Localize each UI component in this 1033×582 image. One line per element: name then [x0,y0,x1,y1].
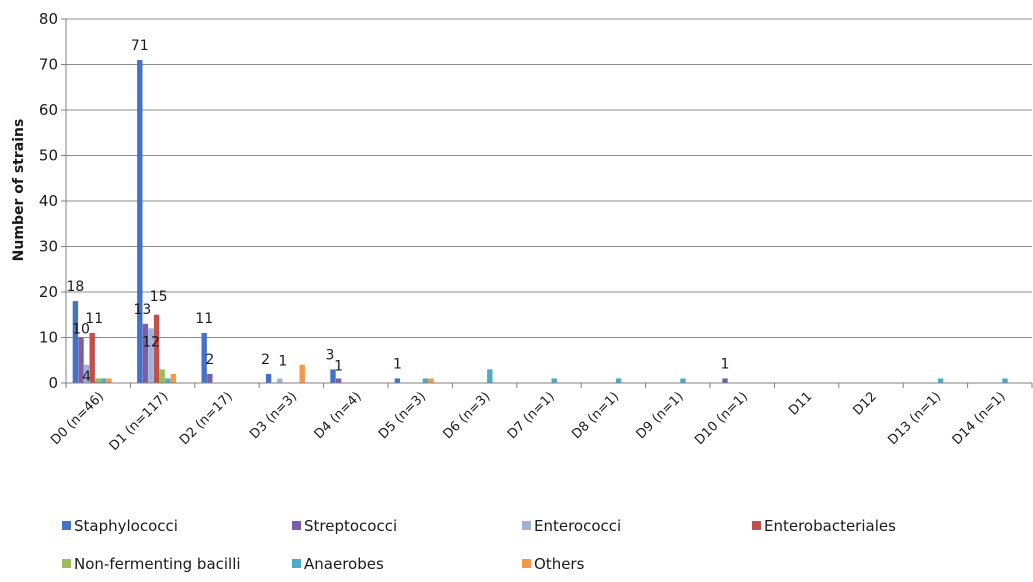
bar-enterococci [277,378,283,383]
data-label: 71 [131,38,149,54]
bar-staphylococci [201,332,207,383]
bar-streptococci [722,378,728,383]
bar-anaerobes [551,378,557,383]
y-tick-label: 0 [48,374,58,392]
x-tick-label: D1 (n=117) [107,389,172,454]
legend-swatch [292,559,301,568]
y-tick-label: 60 [39,101,58,119]
data-label: 4 [82,369,91,385]
data-label: 1 [393,356,402,372]
y-axis-label: Number of strains [11,119,27,262]
bar-enterobacteriales [89,332,95,383]
y-tick-label: 20 [39,283,58,301]
bar-streptococci [78,337,84,383]
x-tick-label: D2 (n=17) [177,389,236,448]
bar-anaerobes [422,378,429,383]
data-label: 1 [334,358,343,374]
x-tick-label: D12 [850,389,879,418]
legend-label: Anaerobes [304,555,384,573]
bar-non-fermenting-bacilli [159,369,165,383]
bar-non-fermenting-bacilli [95,378,101,383]
data-label: 15 [150,289,168,305]
legend-swatch [752,521,761,530]
data-label: 2 [205,352,214,368]
bar-anaerobes [165,378,171,383]
bar-staphylococci [72,301,79,383]
data-label: 12 [142,334,160,350]
bar-staphylococci [394,378,401,383]
bar-others [170,373,177,383]
legend-label: Streptococci [304,517,397,535]
bar-streptococci [207,373,213,383]
bar-others [299,364,305,383]
data-label: 18 [66,279,84,295]
data-label: 1 [278,353,287,369]
x-tick-label: D7 (n=1) [505,389,558,442]
legend-label: Others [534,555,585,573]
legend-swatch [522,559,531,568]
bar-enterobacteriales [153,314,160,383]
data-label: 3 [326,347,335,363]
x-tick-label: D8 (n=1) [569,389,622,442]
y-tick-label: 10 [39,329,58,347]
y-tick-label: 40 [39,192,58,210]
bar-others [106,378,112,383]
bar-anaerobes [100,378,107,383]
bars [72,59,1008,383]
y-tick-label: 70 [39,56,58,74]
y-axis-tick-labels: 0 10 20 30 40 50 60 70 80 [39,10,66,392]
gridlines [66,18,1032,338]
y-tick-label: 30 [39,238,58,256]
legend-label: Enterococci [534,517,621,535]
legend-swatch [292,521,301,530]
x-tick-label: D13 (n=1) [885,389,944,448]
x-tick-label: D5 (n=3) [376,389,429,442]
x-tick-label: D3 (n=3) [247,389,300,442]
data-label: 1 [721,356,730,372]
y-tick-label: 80 [39,10,58,28]
data-label: 2 [261,352,270,368]
legend-swatch [522,521,531,530]
bar-streptococci [335,378,342,383]
bar-anaerobes [1002,378,1008,383]
x-tick-label: D0 (n=46) [48,389,107,448]
y-tick-label: 50 [39,147,58,165]
legend: Staphylococci Streptococci Enterococci Ente… [62,517,896,573]
data-label: 11 [85,311,103,327]
legend-label: Enterobacteriales [764,517,896,535]
bar-anaerobes [937,378,944,383]
bar-anaerobes [680,378,686,383]
legend-label: Non-fermenting bacilli [74,555,241,573]
legend-swatch [62,521,71,530]
bar-others [428,378,434,383]
x-tick-label: D11 [786,389,815,418]
bar-streptococci [142,323,149,383]
legend-swatch [62,559,71,568]
data-label: 10 [72,322,90,338]
data-label: 13 [133,302,151,318]
x-tick-label: D9 (n=1) [634,389,687,442]
bar-enterococci [148,328,154,383]
x-tick-label: D10 (n=1) [692,389,751,448]
x-axis-tick-labels: D0 (n=46) D1 (n=117) D2 (n=17) D3 (n=3) D4 (… [48,383,1033,454]
bar-anaerobes [487,369,493,383]
bar-enterococci [83,364,90,383]
x-tick-label: D14 (n=1) [950,389,1009,448]
bar-anaerobes [615,378,622,383]
bar-staphylococci [330,369,336,383]
x-tick-label: D4 (n=4) [312,389,365,442]
bar-staphylococci [265,373,272,383]
x-tick-label: D6 (n=3) [440,389,493,442]
data-label: 11 [195,311,213,327]
bar-staphylococci [137,59,143,383]
legend-label: Staphylococci [74,517,178,535]
